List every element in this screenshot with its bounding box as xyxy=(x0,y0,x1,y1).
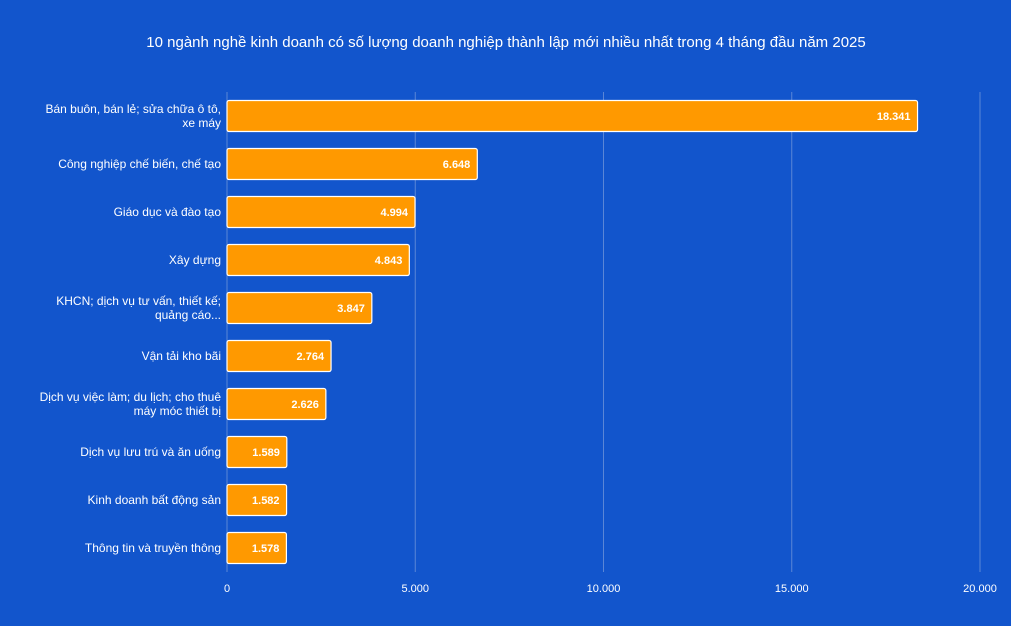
bar-value-label: 4.843 xyxy=(375,255,403,267)
category-label-line: Công nghiệp chế biến, chế tạo xyxy=(58,157,221,171)
bar-value-label: 1.589 xyxy=(252,447,280,459)
category-label-line: Dịch vụ việc làm; du lịch; cho thuê xyxy=(40,390,222,404)
category-label: Dịch vụ việc làm; du lịch; cho thuê máy m… xyxy=(40,390,222,418)
category-label: Vận tải kho bãi xyxy=(142,349,221,363)
category-label-line: quảng cáo... xyxy=(155,308,221,322)
category-label-line: Thông tin và truyền thông xyxy=(85,541,221,555)
x-tick-label: 10.000 xyxy=(587,583,621,595)
bar-value-label: 1.578 xyxy=(252,543,280,555)
category-label: KHCN; dịch vụ tư vấn, thiết kế; quảng cáo… xyxy=(56,294,221,322)
chart-title: 10 ngành nghề kinh doanh có số lượng doa… xyxy=(146,34,865,51)
bar xyxy=(226,291,373,325)
bar xyxy=(226,147,478,181)
bar-value-label: 2.626 xyxy=(291,399,319,411)
category-label-line: Vận tải kho bãi xyxy=(142,349,221,363)
category-label: Công nghiệp chế biến, chế tạo xyxy=(58,157,221,171)
bar-value-label: 4.994 xyxy=(380,207,408,219)
category-label-line: Giáo dục và đào tạo xyxy=(114,205,222,219)
bar-value-label: 2.764 xyxy=(297,351,325,363)
bar-value-label: 6.648 xyxy=(443,159,471,171)
bar xyxy=(226,195,416,229)
bar xyxy=(226,435,288,469)
category-label-line: Bán buôn, bán lẻ; sửa chữa ô tô, xyxy=(45,102,221,116)
category-label-line: xe máy xyxy=(182,116,221,130)
bar xyxy=(226,483,288,517)
x-tick-label: 20.000 xyxy=(963,583,997,595)
category-label-line: Xây dựng xyxy=(169,253,221,267)
category-label-line: Kinh doanh bất động sản xyxy=(88,493,221,507)
category-label-line: máy móc thiết bị xyxy=(134,404,221,418)
x-tick-label: 0 xyxy=(224,583,230,595)
bar-value-label: 3.847 xyxy=(337,303,365,315)
bar xyxy=(226,243,410,277)
category-label: Xây dựng xyxy=(169,253,221,267)
bar xyxy=(226,531,288,565)
bar-value-label: 18.341 xyxy=(877,111,911,123)
category-label: Thông tin và truyền thông xyxy=(85,541,221,555)
bar xyxy=(226,387,327,421)
category-label-line: KHCN; dịch vụ tư vấn, thiết kế; xyxy=(56,294,221,308)
bar-value-label: 1.582 xyxy=(252,495,280,507)
category-label-line: Dịch vụ lưu trú và ăn uống xyxy=(80,445,221,459)
x-axis-ticks: 0 5.000 10.000 15.000 20.000 xyxy=(224,583,997,595)
category-label: Kinh doanh bất động sản xyxy=(88,493,221,507)
category-labels: Bán buôn, bán lẻ; sửa chữa ô tô, xe máy Cô… xyxy=(40,102,222,555)
category-label: Bán buôn, bán lẻ; sửa chữa ô tô, xe máy xyxy=(45,102,221,130)
bars: 18.341 6.648 4.994 4.843 3.847 2.764 2.626 1.58… xyxy=(226,99,919,565)
bar xyxy=(226,339,332,373)
x-tick-label: 15.000 xyxy=(775,583,809,595)
category-label: Giáo dục và đào tạo xyxy=(114,205,222,219)
x-tick-label: 5.000 xyxy=(401,583,429,595)
category-label: Dịch vụ lưu trú và ăn uống xyxy=(80,445,221,459)
bar xyxy=(226,99,919,133)
